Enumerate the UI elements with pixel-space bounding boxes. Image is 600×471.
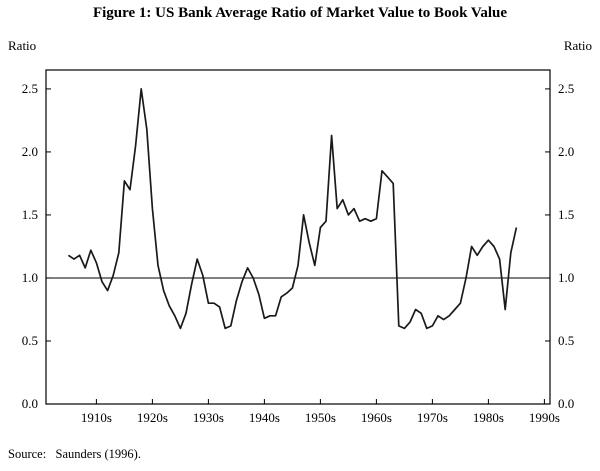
y-axis-label-right: Ratio bbox=[564, 38, 592, 53]
x-tick-label: 1980s bbox=[473, 410, 504, 425]
x-tick-label: 1910s bbox=[81, 410, 112, 425]
y-tick-label-left: 1.5 bbox=[22, 207, 38, 222]
y-tick-label-right: 1.5 bbox=[558, 207, 574, 222]
y-tick-label-right: 0.0 bbox=[558, 396, 574, 411]
y-tick-label-right: 1.0 bbox=[558, 270, 574, 285]
x-tick-label: 1990s bbox=[529, 410, 560, 425]
plot-frame bbox=[45, 69, 551, 405]
y-axis-label-left: Ratio bbox=[8, 38, 36, 53]
x-tick-label: 1950s bbox=[305, 410, 336, 425]
y-tick-label-left: 1.0 bbox=[22, 270, 38, 285]
x-tick-label: 1940s bbox=[249, 410, 280, 425]
y-tick-label-right: 2.0 bbox=[558, 144, 574, 159]
x-tick-label: 1930s bbox=[193, 410, 224, 425]
line-chart: Ratio Ratio 0.0 0.0 0.5 0.5 1.0 1.0 1.5 1.5 2.0 2… bbox=[8, 38, 592, 425]
source-note: Source: Saunders (1996). bbox=[8, 447, 141, 461]
x-tick-label: 1960s bbox=[361, 410, 392, 425]
figure-title: Figure 1: US Bank Average Ratio of Marke… bbox=[92, 5, 508, 21]
x-tick-label: 1970s bbox=[417, 410, 448, 425]
y-tick-label-right: 2.5 bbox=[558, 81, 574, 96]
x-tick-label: 1920s bbox=[137, 410, 168, 425]
y-tick-label-left: 2.0 bbox=[22, 144, 38, 159]
y-tick-label-left: 0.0 bbox=[22, 396, 38, 411]
y-tick-label-left: 2.5 bbox=[22, 81, 38, 96]
ratio-series-line bbox=[67, 88, 518, 330]
y-tick-label-right: 0.5 bbox=[558, 333, 574, 348]
y-tick-label-left: 0.5 bbox=[22, 333, 38, 348]
